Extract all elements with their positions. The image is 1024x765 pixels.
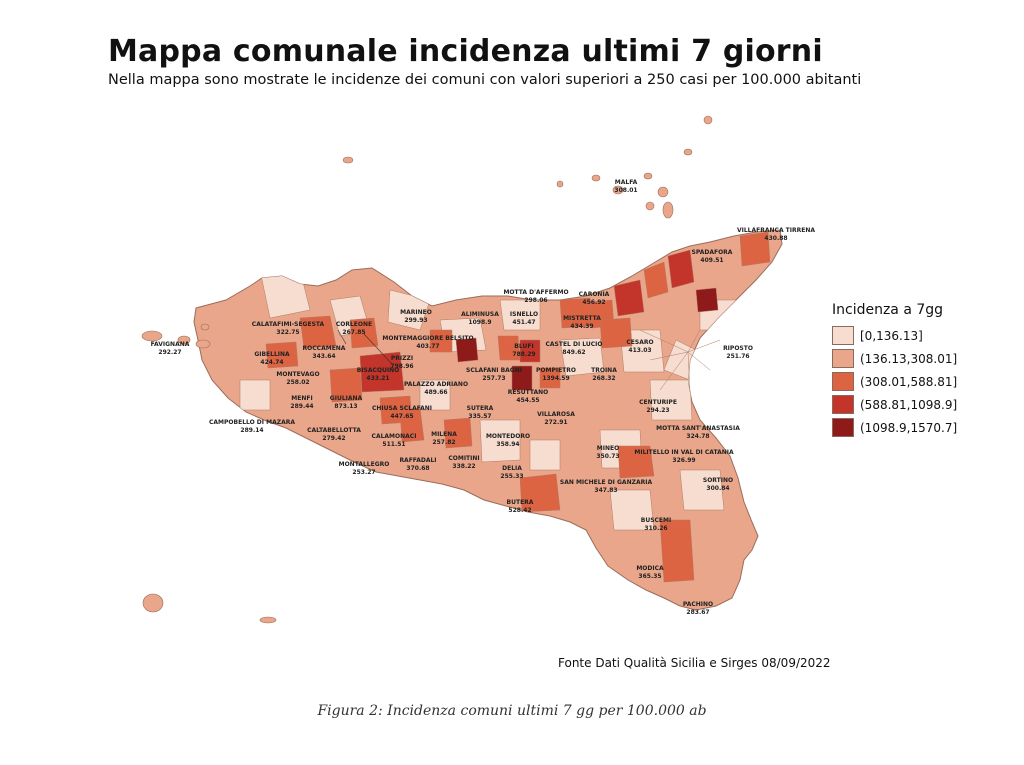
town-label: BUSCEMI 310.26: [641, 517, 671, 532]
town-label: GIBELLINA 424.74: [254, 351, 290, 366]
town-label: CAMPOBELLO DI MAZARA 289.14: [209, 419, 295, 434]
town-label: ISNELLO 451.47: [510, 311, 538, 326]
legend-label: (1098.9,1570.7]: [860, 420, 958, 435]
legend-label: (308.01,588.81]: [860, 374, 958, 389]
town-label: MILITELLO IN VAL DI CATANIA 326.99: [634, 449, 734, 464]
town-label: GIULIANA 873.13: [330, 395, 363, 410]
town-label: SPADAFORA 409.51: [692, 249, 733, 264]
town-label: CESARO 413.03: [626, 339, 653, 354]
town-label: CENTURIPE 294.23: [639, 399, 677, 414]
town-label: PALAZZO ADRIANO 489.66: [404, 381, 468, 396]
town-label: MILENA 257.82: [431, 431, 457, 446]
legend-label: (588.81,1098.9]: [860, 397, 958, 412]
label-leader-lines: [337, 329, 393, 365]
town-label: SUTERA 335.57: [467, 405, 494, 420]
town-label: SAN MICHELE DI GANZARIA 347.83: [560, 479, 653, 494]
town-label: SORTINO 300.84: [703, 477, 733, 492]
map-legend: Incidenza a 7gg [0,136.13] (136.13,308.01…: [832, 302, 982, 439]
town-label: PACHINO 283.67: [683, 601, 713, 616]
town-label: MONTEVAGO 258.02: [276, 371, 319, 386]
legend-item: (588.81,1098.9]: [832, 393, 982, 416]
minor-islands: [141, 115, 713, 624]
legend-swatch: [832, 326, 854, 345]
legend-item: (1098.9,1570.7]: [832, 416, 982, 439]
town-label: SCLAFANI BAGNI 257.73: [466, 367, 522, 382]
town-label: MALFA 308.01: [614, 179, 637, 194]
legend-swatch: [832, 372, 854, 391]
town-label: ROCCAMENA 343.64: [303, 345, 346, 360]
legend-label: [0,136.13]: [860, 328, 923, 343]
town-label: CALTABELLOTTA 279.42: [307, 427, 361, 442]
figure-caption: Figura 2: Incidenza comuni ultimi 7 gg p…: [317, 703, 707, 719]
town-label: PRIZZI 798.96: [390, 355, 413, 370]
source-note: Fonte Dati Qualità Sicilia e Sirges 08/0…: [558, 656, 831, 670]
town-label: CASTEL DI LUCIO 849.62: [546, 341, 603, 356]
legend-item: [0,136.13]: [832, 324, 982, 347]
legend-rows: [0,136.13] (136.13,308.01] (308.01,588.81]…: [832, 324, 982, 439]
town-label: BISACQUINO 433.21: [357, 367, 400, 382]
legend-swatch: [832, 349, 854, 368]
town-label: MONTALLEGRO 253.27: [339, 461, 390, 476]
town-label: MONTEDORO 358.94: [486, 433, 530, 448]
town-label: FAVIGNANA 292.27: [151, 341, 190, 356]
town-label: RESUTTANO 454.55: [508, 389, 549, 404]
legend-item: (308.01,588.81]: [832, 370, 982, 393]
town-label: COMITINI 338.22: [448, 455, 479, 470]
town-label: MONTEMAGGIORE BELSITO 403.77: [382, 335, 473, 350]
town-label: CALATAFIMI-SEGESTA 322.75: [252, 321, 325, 336]
town-label: RIPOSTO 251.76: [723, 345, 753, 360]
municipal-boundaries-lines: [639, 329, 721, 393]
legend-swatch: [832, 418, 854, 437]
town-label: CHIUSA SCLAFANI 447.65: [372, 405, 432, 420]
town-label: BUTERA 528.42: [507, 499, 534, 514]
legend-label: (136.13,308.01]: [860, 351, 958, 366]
town-label: MARINEO 299.93: [400, 309, 432, 324]
town-label: ALIMINUSA 1098.9: [461, 311, 499, 326]
town-label: CARONIA 456.92: [579, 291, 610, 306]
town-label: MINEO 350.73: [596, 445, 619, 460]
town-label: POMPIETRO 1394.59: [536, 367, 576, 382]
legend-title: Incidenza a 7gg: [832, 302, 944, 318]
town-label: TROINA 268.32: [591, 367, 617, 382]
town-label: VILLAFRANCA TIRRENA 430.88: [737, 227, 815, 242]
town-labels: MALFA 308.01 VILLAFRANCA TIRRENA 430.88 SP…: [151, 179, 816, 616]
town-label: CORLEONE 267.85: [336, 321, 372, 336]
map-title: Mappa comunale incidenza ultimi 7 giorni: [108, 34, 823, 69]
town-label: RAFFADALI 370.68: [399, 457, 436, 472]
map-subtitle: Nella mappa sono mostrate le incidenze d…: [108, 72, 862, 88]
municipality-areas: [239, 231, 771, 583]
town-label: MENFI 289.44: [290, 395, 313, 410]
town-label: MOTTA D'AFFERMO 298.06: [503, 289, 568, 304]
town-label: VILLAROSA 272.91: [537, 411, 575, 426]
legend-item: (136.13,308.01]: [832, 347, 982, 370]
legend-swatch: [832, 395, 854, 414]
town-label: DELIA 255.33: [500, 465, 523, 480]
town-label: MISTRETTA 434.39: [563, 315, 601, 330]
town-label: CALAMONACI 511.51: [372, 433, 417, 448]
town-label: MODICA 365.35: [636, 565, 664, 580]
town-label: BLUFI 788.29: [512, 343, 535, 358]
town-label: MOTTA SANT'ANASTASIA 324.78: [656, 425, 740, 440]
